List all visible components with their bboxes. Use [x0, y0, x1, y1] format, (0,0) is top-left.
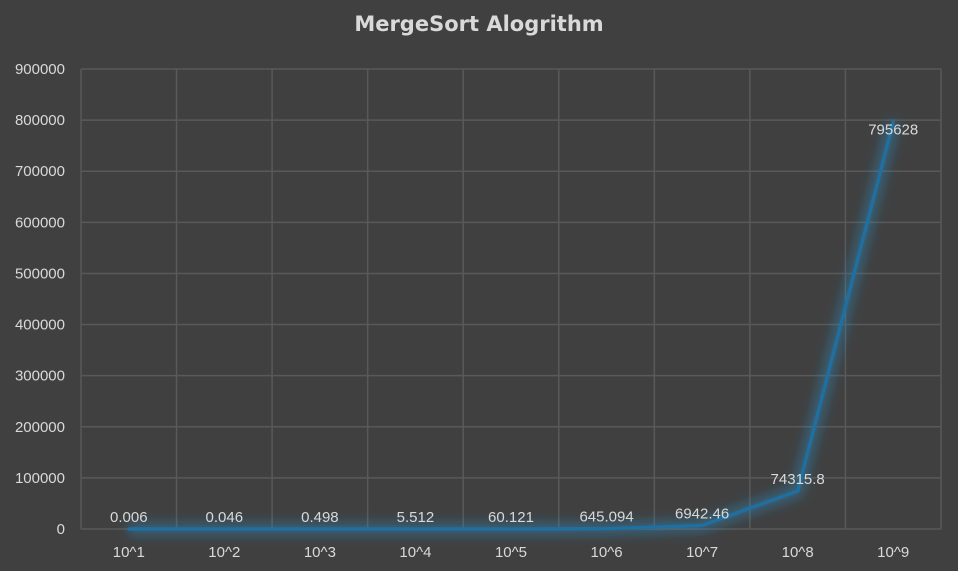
y-tick-label: 100000 — [15, 470, 65, 487]
series-line-group — [127, 120, 899, 534]
series-line — [127, 120, 895, 531]
data-point — [891, 120, 895, 124]
x-tick-label: 10^5 — [495, 544, 527, 561]
data-point — [509, 527, 513, 531]
y-tick-label: 600000 — [15, 214, 65, 231]
data-label: 6942.46 — [675, 505, 729, 522]
x-tick-label: 10^9 — [877, 544, 909, 561]
y-axis-tick-labels: 0 100000 200000 300000 400000 500000 600000 700… — [15, 61, 65, 538]
series-line-glow — [128, 121, 899, 534]
data-point — [605, 527, 609, 531]
x-tick-label: 10^8 — [782, 544, 814, 561]
y-tick-label: 700000 — [15, 163, 65, 180]
y-tick-label: 0 — [57, 521, 65, 538]
x-axis-tick-labels: 10^1 10^2 10^3 10^4 10^5 10^6 10^7 10^8 10^9 — [113, 544, 910, 561]
y-tick-label: 900000 — [15, 61, 65, 78]
gridlines — [80, 68, 942, 530]
data-label: 0.046 — [206, 509, 244, 526]
data-point — [222, 527, 226, 531]
x-tick-label: 10^6 — [591, 544, 623, 561]
y-tick-label: 300000 — [15, 368, 65, 385]
data-labels: 0.006 0.046 0.498 5.512 60.121 645.094 6942.46… — [110, 121, 918, 526]
data-label: 0.006 — [110, 509, 148, 526]
x-tick-label: 10^4 — [399, 544, 431, 561]
data-label: 74315.8 — [771, 471, 825, 488]
data-point — [796, 489, 800, 493]
x-tick-label: 10^7 — [686, 544, 718, 561]
y-tick-label: 500000 — [15, 265, 65, 282]
data-label: 5.512 — [397, 509, 435, 526]
y-tick-label: 200000 — [15, 419, 65, 436]
data-label: 60.121 — [488, 509, 534, 526]
chart-title: MergeSort Alogrithm — [354, 12, 604, 36]
data-label: 645.094 — [579, 509, 633, 526]
data-point — [413, 527, 417, 531]
data-label: 0.498 — [301, 509, 339, 526]
y-tick-label: 400000 — [15, 317, 65, 334]
x-tick-label: 10^2 — [208, 544, 240, 561]
data-point — [127, 527, 131, 531]
y-tick-label: 800000 — [15, 112, 65, 129]
x-tick-label: 10^3 — [304, 544, 336, 561]
x-tick-label: 10^1 — [113, 544, 145, 561]
data-point — [318, 527, 322, 531]
data-label: 795628 — [868, 121, 918, 138]
data-point — [700, 523, 704, 527]
